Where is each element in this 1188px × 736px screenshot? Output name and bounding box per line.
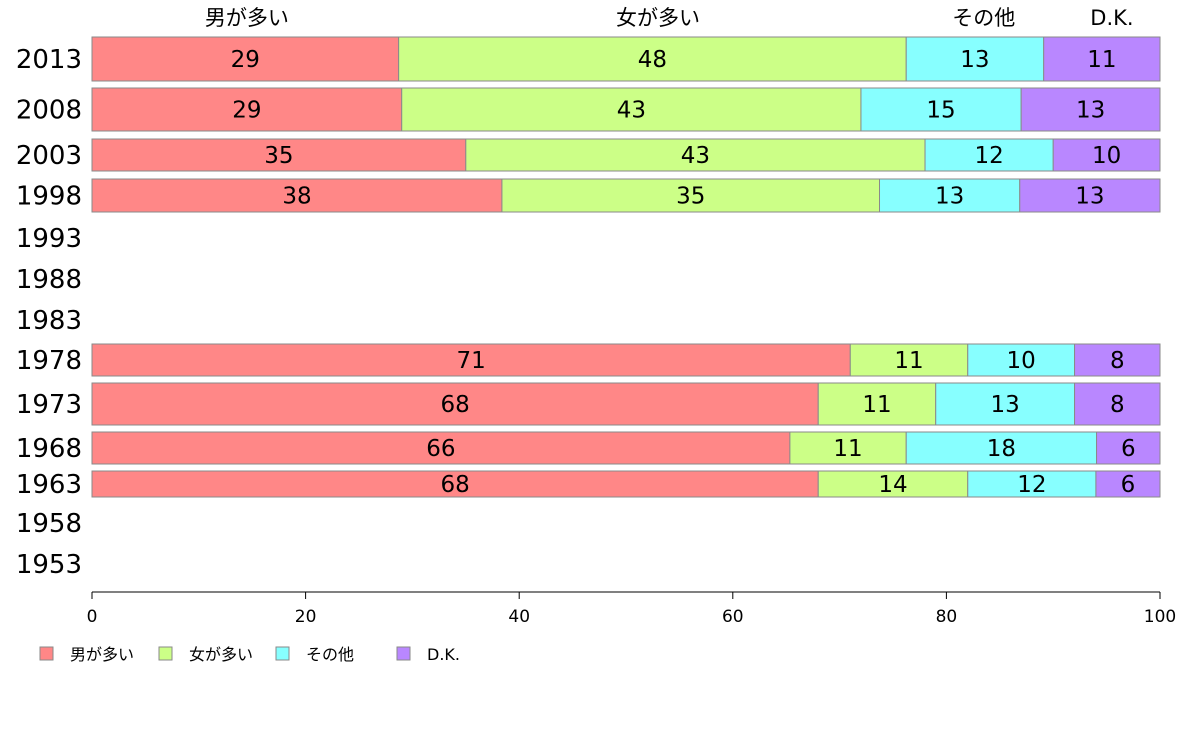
bar-segment: [1019, 178, 1161, 213]
bar-segment: [401, 87, 862, 132]
bar-segment: [967, 343, 1076, 377]
bar-value-label: 13: [990, 392, 1019, 418]
bar-segment: [91, 87, 403, 132]
bar-segment: [860, 87, 1022, 132]
bar-value-label: 11: [894, 348, 923, 374]
year-label: 2008: [16, 96, 82, 126]
bar-segment: [817, 382, 937, 426]
bar-value-label: 48: [638, 47, 667, 73]
bar-value-label: 8: [1110, 348, 1125, 374]
x-tick-label: 40: [508, 607, 530, 627]
year-label: 2013: [16, 45, 82, 75]
year-label: 1993: [16, 224, 82, 254]
bar-segment: [91, 343, 851, 377]
x-axis: 0 20 40 60 80 100: [87, 591, 1176, 627]
legend-label: その他: [306, 645, 354, 664]
bar-segment: [905, 36, 1045, 82]
bar-segment: [1074, 343, 1161, 377]
year-label: 1953: [16, 550, 82, 580]
year-label: 1968: [16, 434, 82, 464]
bar-segment: [91, 431, 791, 465]
bar-segment: [967, 470, 1097, 498]
bar-value-label: 12: [1017, 472, 1046, 498]
bar-value-label: 10: [1007, 348, 1036, 374]
bar-value-label: 68: [440, 392, 469, 418]
bar-segment: [1043, 36, 1161, 82]
bar-segment: [501, 178, 881, 213]
x-tick-label: 100: [1144, 607, 1176, 627]
bar-segment: [1052, 138, 1161, 172]
legend-label: 女が多い: [189, 645, 253, 664]
year-labels: 2013 2008 2003 1998 1993 1988 1983 1978 1973 1968…: [16, 45, 82, 580]
year-label: 2003: [16, 141, 82, 171]
bar-segment: [1095, 470, 1161, 498]
bar-value-label: 11: [862, 392, 891, 418]
bar-value-label: 6: [1121, 436, 1136, 462]
bar-value-label: 11: [1087, 47, 1116, 73]
x-tick-label: 80: [936, 607, 958, 627]
legend-swatch: [158, 646, 173, 661]
bar-value-label: 43: [617, 98, 646, 124]
bar-value-label: 29: [232, 98, 261, 124]
legend-label: 男が多い: [70, 645, 134, 664]
bar-segment: [91, 178, 503, 213]
bar-segment: [91, 36, 400, 82]
x-tick-label: 0: [87, 607, 98, 627]
legend-swatch: [275, 646, 290, 661]
bar-segment: [398, 36, 907, 82]
bar-segment: [1096, 431, 1161, 465]
bar-value-label: 13: [935, 184, 964, 210]
column-header: D.K.: [1090, 6, 1133, 30]
legend-swatch: [396, 646, 411, 661]
bar-segment: [91, 382, 819, 426]
legend-swatch: [39, 646, 54, 661]
bar-value-label: 68: [440, 472, 469, 498]
bar-value-label: 14: [878, 472, 907, 498]
year-label: 1988: [16, 265, 82, 295]
bar-value-label: 11: [833, 436, 862, 462]
bar-value-label: 8: [1110, 392, 1125, 418]
year-label: 1973: [16, 390, 82, 420]
year-label: 1958: [16, 509, 82, 539]
bar-value-label: 13: [1076, 98, 1105, 124]
bar-value-label: 13: [1075, 184, 1104, 210]
bar-segment: [465, 138, 926, 172]
column-header: その他: [952, 6, 1015, 30]
bar-value-label: 71: [456, 348, 485, 374]
bar-value-label: 6: [1121, 472, 1136, 498]
x-tick-label: 60: [722, 607, 744, 627]
bar-value-label: 12: [974, 143, 1003, 169]
column-headers: 男が多い 女が多い その他 D.K.: [205, 6, 1134, 30]
legend-label: D.K.: [427, 645, 460, 664]
bar-value-label: 35: [676, 184, 705, 210]
year-label: 1963: [16, 470, 82, 500]
bar-segment: [91, 470, 819, 498]
year-label: 1998: [16, 182, 82, 212]
bar-segment: [905, 431, 1098, 465]
bar-segment: [1020, 87, 1161, 132]
bar-segment: [935, 382, 1076, 426]
year-label: 1978: [16, 346, 82, 376]
bar-segment: [91, 138, 467, 172]
column-header: 男が多い: [205, 6, 289, 30]
legend: 男が多い 女が多い その他 D.K.: [39, 645, 460, 664]
x-tick-label: 20: [295, 607, 317, 627]
bar-value-label: 15: [926, 98, 955, 124]
bar-value-label: 66: [426, 436, 455, 462]
bar-value-label: 10: [1092, 143, 1121, 169]
bar-value-label: 43: [681, 143, 710, 169]
column-header: 女が多い: [616, 6, 700, 30]
bar-segment: [1074, 382, 1161, 426]
bar-segment: [849, 343, 969, 377]
bar-value-label: 29: [231, 47, 260, 73]
year-label: 1983: [16, 306, 82, 336]
bar-value-label: 38: [282, 184, 311, 210]
bar-value-label: 35: [264, 143, 293, 169]
bar-value-label: 13: [960, 47, 989, 73]
bar-value-label: 18: [987, 436, 1016, 462]
